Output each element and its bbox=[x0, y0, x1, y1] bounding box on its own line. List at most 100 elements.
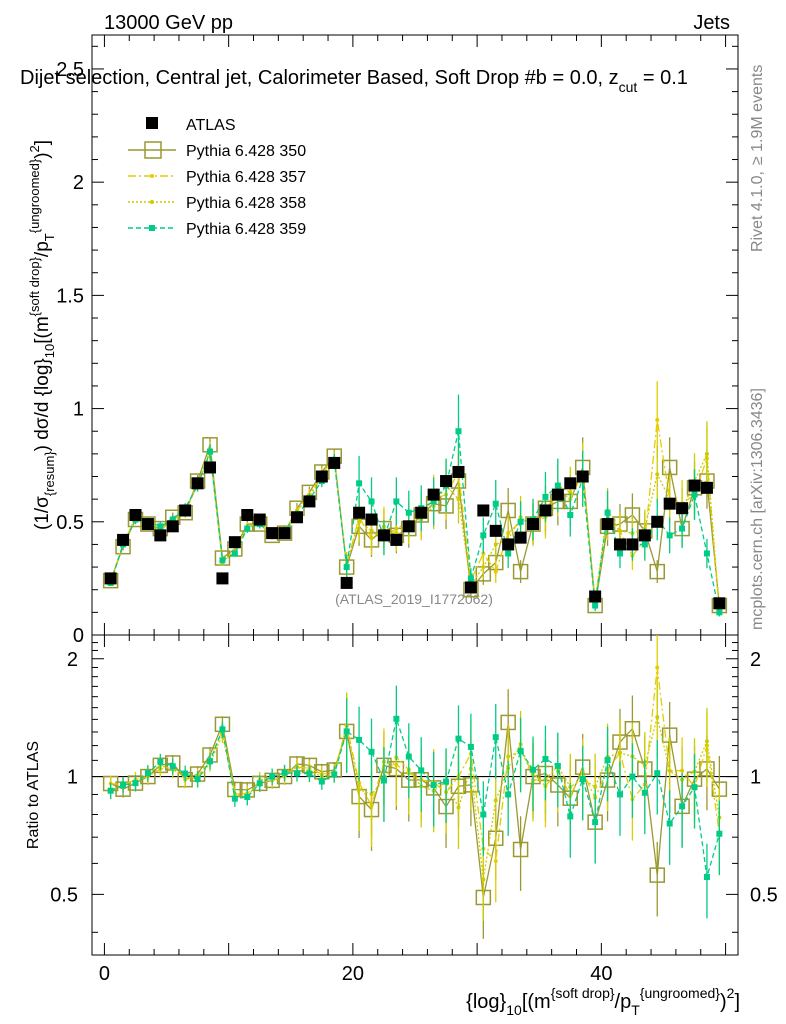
legend: ATLAS Pythia 6.428 350 Pythia 6.428 357 … bbox=[128, 117, 306, 238]
ratio-point-pythia-6-428-358 bbox=[481, 877, 486, 882]
point-atlas bbox=[328, 456, 341, 469]
ratio-point-pythia-6-428-359 bbox=[455, 735, 462, 742]
main-axes: 0 0.5 1 1.5 2 2.5 bbox=[56, 45, 738, 647]
ratio-line-pythia-6-428-358 bbox=[110, 716, 721, 880]
ratio-point-pythia-6-428-359 bbox=[703, 873, 710, 880]
ratio-point-pythia-6-428-359 bbox=[281, 769, 288, 776]
point-pythia-6-428-350 bbox=[512, 563, 529, 580]
main-ytick-label: 0.5 bbox=[56, 512, 84, 534]
point-pythia-6-428-359 bbox=[641, 541, 648, 548]
ratio-point-pythia-6-428-359 bbox=[430, 781, 437, 788]
legend-marker-359 bbox=[149, 225, 155, 231]
point-atlas bbox=[390, 533, 403, 546]
xlabel-part-5: /p bbox=[615, 991, 632, 1013]
point-pythia-6-428-359 bbox=[679, 525, 686, 532]
point-pythia-6-428-359 bbox=[703, 550, 710, 557]
mcplots-label: mcplots.cern.ch [arXiv:1306.3436] bbox=[749, 388, 766, 630]
xtick-label: 20 bbox=[342, 963, 364, 985]
ratio-point-pythia-6-428-359 bbox=[343, 728, 350, 735]
xlabel-part-7: {ungroomed} bbox=[640, 985, 721, 1001]
point-atlas bbox=[502, 538, 515, 551]
ratio-point-pythia-6-428-359 bbox=[194, 776, 201, 783]
point-atlas bbox=[166, 520, 179, 533]
legend-label-atlas: ATLAS bbox=[186, 117, 236, 134]
ratio-point-pythia-6-428-359 bbox=[629, 773, 636, 780]
point-atlas bbox=[216, 572, 229, 585]
ratio-point-pythia-6-428-358 bbox=[655, 714, 660, 719]
point-pythia-6-428-358 bbox=[617, 528, 622, 533]
ratio-line-pythia-6-428-359 bbox=[110, 716, 720, 878]
ratio-point-pythia-6-428-358 bbox=[704, 739, 709, 744]
ratio-point-pythia-6-428-359 bbox=[132, 780, 139, 787]
analysis-id: (ATLAS_2019_I1772062) bbox=[335, 591, 493, 607]
point-pythia-6-428-358 bbox=[704, 451, 709, 456]
ylabel-part-5: [(m bbox=[32, 316, 53, 343]
ratio-point-pythia-6-428-359 bbox=[679, 803, 686, 810]
point-atlas bbox=[477, 504, 490, 517]
ratio-point-pythia-6-428-357 bbox=[655, 665, 660, 670]
point-atlas bbox=[204, 461, 217, 474]
point-pythia-6-428-359 bbox=[356, 480, 363, 487]
ylabel-part-11: 2 bbox=[27, 145, 42, 152]
ratio-point-pythia-6-428-359 bbox=[467, 743, 474, 750]
ratio-point-pythia-6-428-359 bbox=[530, 766, 537, 773]
point-pythia-6-428-359 bbox=[244, 525, 251, 532]
ratio-ytick-label-right: 2 bbox=[750, 649, 761, 671]
point-atlas bbox=[290, 511, 303, 524]
ratio-point-pythia-6-428-359 bbox=[505, 791, 512, 798]
ratio-point-pythia-6-428-358 bbox=[456, 805, 461, 810]
point-pythia-6-428-359 bbox=[207, 448, 214, 455]
ratio-point-pythia-6-428-350 bbox=[649, 867, 665, 883]
point-atlas bbox=[315, 470, 328, 483]
point-atlas bbox=[141, 518, 154, 531]
ratio-point-pythia-6-428-359 bbox=[641, 789, 648, 796]
ylabel-part-2: {resum} bbox=[42, 451, 57, 496]
point-atlas bbox=[402, 520, 415, 533]
point-pythia-6-428-359 bbox=[691, 491, 698, 498]
point-atlas bbox=[117, 533, 130, 546]
point-pythia-6-428-357 bbox=[493, 569, 498, 574]
ratio-point-pythia-6-428-359 bbox=[616, 791, 623, 798]
point-pythia-6-428-359 bbox=[343, 564, 350, 571]
point-atlas bbox=[440, 475, 453, 488]
point-pythia-6-428-358 bbox=[394, 526, 399, 531]
point-pythia-6-428-359 bbox=[616, 550, 623, 557]
ratio-point-pythia-6-428-359 bbox=[144, 770, 151, 777]
point-atlas bbox=[241, 509, 254, 521]
ratio-point-pythia-6-428-359 bbox=[480, 811, 487, 818]
point-pythia-6-428-359 bbox=[716, 609, 723, 616]
point-atlas bbox=[676, 502, 689, 515]
point-pythia-6-428-359 bbox=[517, 518, 524, 525]
point-pythia-6-428-359 bbox=[405, 509, 412, 516]
point-atlas bbox=[278, 527, 291, 540]
point-atlas bbox=[527, 518, 540, 531]
ratio-point-pythia-6-428-358 bbox=[667, 768, 672, 773]
point-atlas bbox=[228, 536, 241, 549]
x-axis-label: {log}10[(m{soft drop}/pT{ungroomed})2] bbox=[466, 985, 740, 1018]
point-atlas bbox=[377, 529, 390, 542]
xlabel-part-4: {soft drop} bbox=[551, 985, 615, 1001]
point-atlas bbox=[340, 576, 353, 589]
series-line-pythia-6-428-357 bbox=[110, 419, 721, 613]
point-pythia-6-428-358 bbox=[357, 519, 362, 524]
ratio-point-pythia-6-428-358 bbox=[369, 792, 374, 797]
beam-label: 13000 GeV pp bbox=[104, 12, 233, 34]
ratio-point-pythia-6-428-359 bbox=[219, 726, 226, 733]
ratio-point-pythia-6-428-359 bbox=[443, 778, 450, 785]
point-pythia-6-428-359 bbox=[567, 512, 574, 518]
rivet-version: Rivet 4.1.0, bbox=[749, 171, 766, 252]
ratio-point-pythia-6-428-359 bbox=[107, 787, 114, 794]
plot-title: Dijet selection, Central jet, Calorimete… bbox=[20, 67, 688, 95]
point-pythia-6-428-350 bbox=[649, 563, 665, 580]
ratio-ytick-label: 0.5 bbox=[50, 884, 78, 906]
ratio-point-pythia-6-428-359 bbox=[405, 753, 412, 760]
ratio-series-layer bbox=[102, 635, 728, 939]
point-atlas bbox=[651, 515, 664, 528]
ratio-axes: 0 20 400.5 0.51 12 2 bbox=[50, 35, 778, 985]
ratio-point-pythia-6-428-357 bbox=[493, 858, 498, 863]
point-atlas bbox=[179, 504, 192, 517]
ylabel-part-12: ] bbox=[32, 140, 53, 145]
ratio-point-pythia-6-428-359 bbox=[356, 736, 363, 743]
point-atlas bbox=[564, 477, 577, 490]
